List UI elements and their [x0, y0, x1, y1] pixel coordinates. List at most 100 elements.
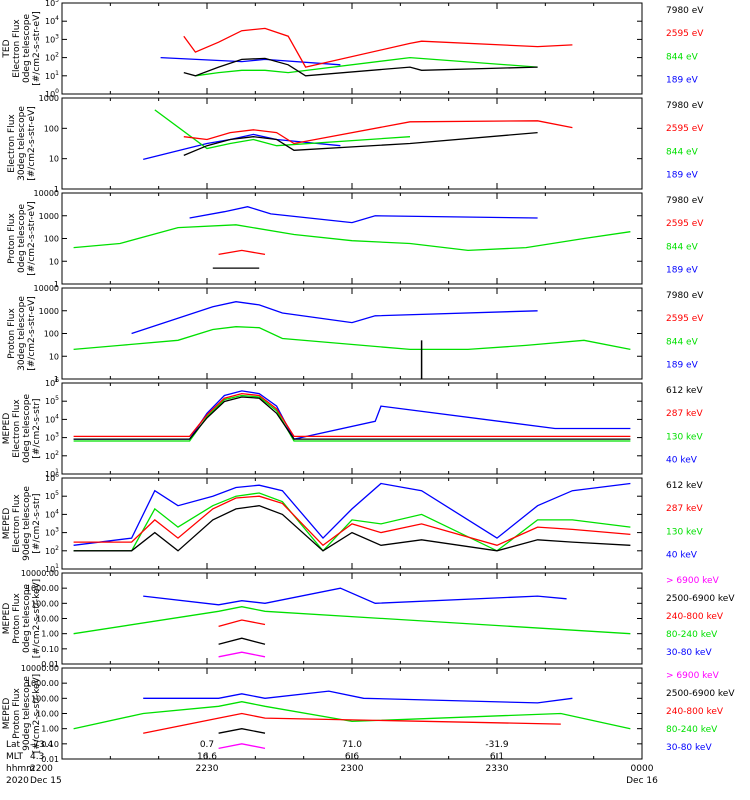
series-189 eV	[189, 206, 538, 224]
y-axis-label: [#/cm2-s-str-eV]	[27, 106, 37, 181]
series-240-800 keV	[218, 619, 266, 628]
x-tick-label: Dec 16	[626, 776, 658, 786]
y-axis-label: 0deg telescope	[22, 394, 32, 464]
x-tick-label: -31.9	[485, 740, 509, 750]
x-tick-label: 2300	[341, 764, 364, 774]
legend-entry: 80-240 keV	[666, 725, 718, 735]
legend-entry: 2595 eV	[666, 124, 704, 134]
series-40 keV	[73, 390, 631, 440]
y-axis-label: 0deg telescope	[22, 584, 32, 654]
y-tick-label: 1000	[39, 212, 59, 221]
panel-7-frame	[61, 572, 643, 665]
x-tick-label: 0000	[631, 764, 654, 774]
y-tick-label: 105	[45, 395, 59, 406]
x-tick-label: 2230	[196, 764, 219, 774]
y-axis-label: Proton Flux	[12, 593, 22, 644]
y-tick-label: 104	[45, 15, 59, 26]
y-tick-label: 102	[45, 545, 59, 556]
y-tick-label: 105	[45, 0, 59, 8]
y-tick-label: 10000.00	[21, 664, 59, 673]
y-tick-label: 1.00	[41, 630, 59, 639]
legend-entry: 2500-6900 keV	[666, 594, 735, 604]
panel-4-frame	[61, 287, 643, 380]
series-612 keV	[73, 505, 631, 552]
series-30-80 keV	[143, 690, 573, 704]
y-tick-label: 10000.00	[21, 569, 59, 578]
legend-entry: 844 eV	[666, 337, 699, 347]
y-axis-label: [#/cm2-s-str]	[32, 493, 42, 553]
y-axis-label: Electron Flux	[7, 114, 17, 173]
y-tick-label: 1000	[39, 94, 59, 103]
y-axis-label: Electron Flux	[12, 19, 22, 78]
y-tick-label: 101	[45, 70, 59, 81]
legend-entry: 2595 eV	[666, 314, 704, 324]
series-40 keV	[73, 482, 631, 546]
y-tick-label: 103	[45, 33, 59, 44]
series-130 keV	[73, 394, 631, 442]
y-axis-label: Electron Flux	[12, 494, 22, 553]
series-2595 eV	[183, 27, 573, 68]
x-tick-label: 0.7	[200, 740, 214, 750]
y-tick-label: 1	[54, 375, 59, 384]
y-tick-label: 103	[45, 432, 59, 443]
legend-entry: > 6900 keV	[666, 576, 720, 586]
legend-entry: 2595 eV	[666, 29, 704, 39]
y-axis-label: MEPED	[2, 698, 12, 730]
series-287 keV	[73, 392, 631, 438]
y-tick-label: 1	[54, 280, 59, 289]
series-189 eV	[131, 301, 538, 335]
y-tick-label: 104	[45, 413, 59, 424]
series-189 eV	[143, 133, 341, 161]
legend-entry: 240-800 keV	[666, 612, 724, 622]
legend-entry: 40 keV	[666, 550, 698, 560]
legend-entry: 130 keV	[666, 527, 703, 537]
legend-entry: 130 keV	[666, 432, 703, 442]
y-axis-label: [#/cm2-s-str-keV]	[32, 674, 42, 753]
y-tick-label: 1000.00	[26, 584, 59, 593]
series-844 eV	[154, 109, 411, 150]
y-tick-label: 1000	[39, 307, 59, 316]
x-tick-label: 2330	[486, 764, 509, 774]
y-axis-label: 90deg telescope	[22, 486, 32, 561]
series-> 6900 keV	[218, 651, 266, 658]
y-tick-label: 10	[49, 257, 59, 266]
series-2595 eV	[218, 249, 266, 256]
panel-2-frame	[61, 97, 643, 190]
series-844 eV	[73, 326, 631, 351]
legend-entry: 612 keV	[666, 386, 703, 396]
x-row-label: 2020	[6, 776, 29, 786]
series-2500-6900 keV	[218, 637, 266, 645]
x-tick-label: 6.1	[490, 752, 504, 762]
series-844 eV	[73, 224, 631, 252]
y-axis-label: MEPED	[2, 603, 12, 635]
y-tick-label: 100	[44, 330, 59, 339]
legend-entry: 7980 eV	[666, 196, 704, 206]
y-axis-label: [#/cm2-s-str-keV]	[32, 579, 42, 658]
y-tick-label: 0.01	[41, 755, 59, 764]
legend-entry: 7980 eV	[666, 6, 704, 16]
y-tick-label: 106	[45, 377, 59, 388]
legend-entry: 2595 eV	[666, 219, 704, 229]
y-tick-label: 100	[45, 88, 59, 99]
y-tick-label: 106	[45, 472, 59, 483]
legend-entry: 40 keV	[666, 455, 698, 465]
series-7980 eV	[183, 131, 538, 156]
series-> 6900 keV	[218, 743, 266, 750]
y-axis-label: 90deg telescope	[22, 676, 32, 751]
y-axis-label: 30deg telescope	[17, 296, 27, 371]
y-tick-label: 104	[45, 508, 59, 519]
legend-entry: 287 keV	[666, 409, 703, 419]
y-tick-label: 10.00	[36, 615, 59, 624]
y-tick-label: 102	[45, 52, 59, 63]
y-tick-label: 10.00	[36, 710, 59, 719]
y-axis-label: Electron Flux	[12, 399, 22, 458]
x-row-label: hhmm	[6, 764, 35, 774]
y-tick-label: 10	[49, 155, 59, 164]
legend-entry: 612 keV	[666, 481, 703, 491]
legend-entry: > 6900 keV	[666, 671, 720, 681]
legend-entry: 844 eV	[666, 52, 699, 62]
panel-3-frame	[61, 192, 643, 285]
legend-entry: 30-80 keV	[666, 648, 712, 658]
legend-entry: 189 eV	[666, 75, 699, 85]
y-tick-label: 100.00	[31, 694, 59, 703]
